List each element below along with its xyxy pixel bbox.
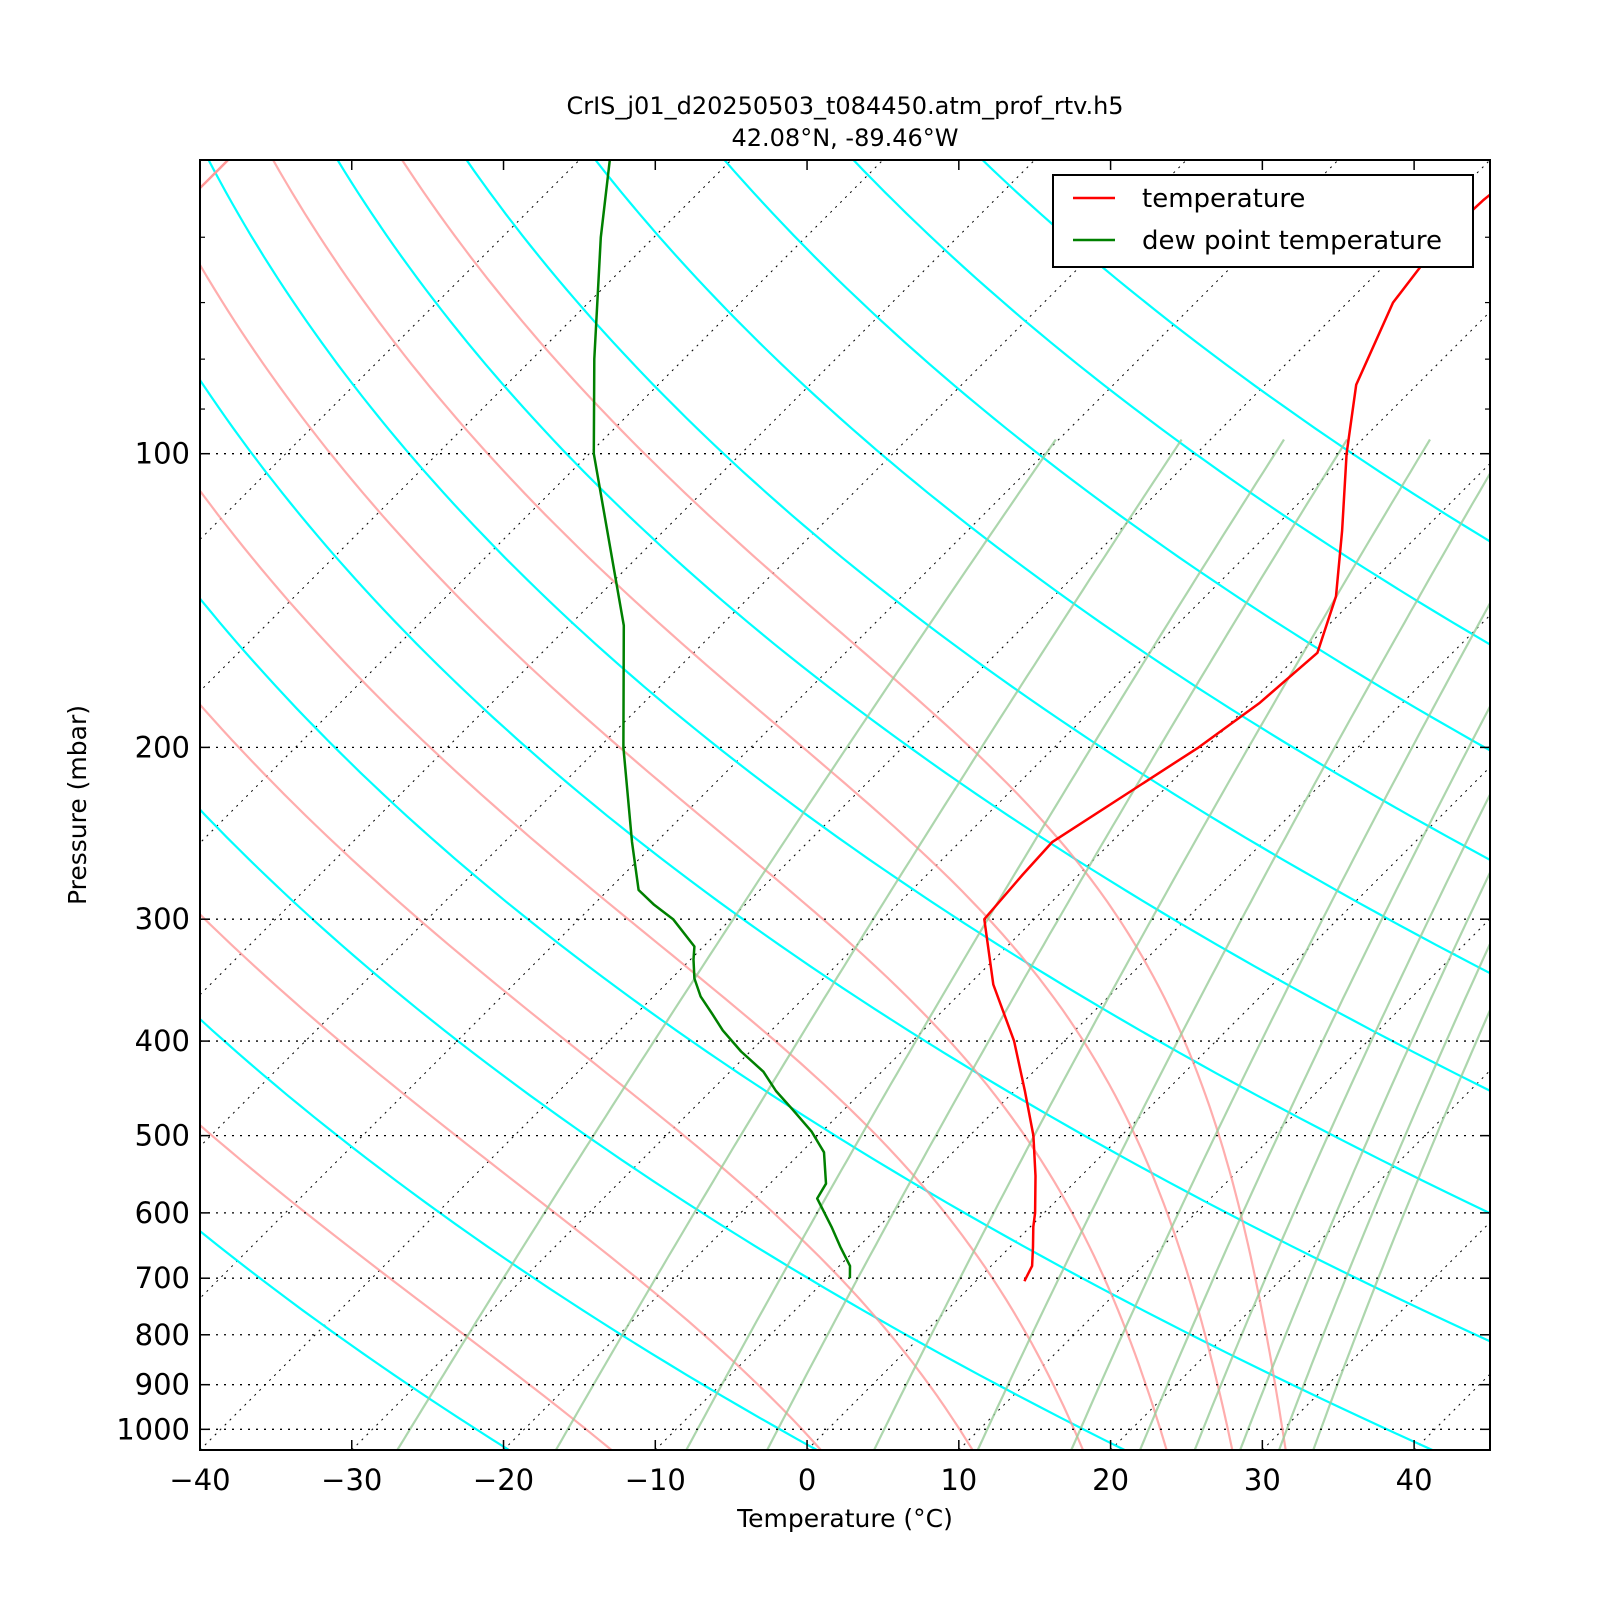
mixing-ratio-line (1239, 870, 1490, 1450)
dry-adiabat-line (207, 160, 1490, 1215)
isotherm-line (1413, 1373, 1490, 1450)
plot-frame (199, 159, 1491, 1451)
y-axis: 100 200 300 400 500 600 700 800 900 1000 (116, 159, 1490, 1446)
dry-adiabat-line (465, 160, 1490, 975)
dry-adiabat-line (200, 596, 1433, 1450)
moist-adiabat-line (401, 160, 1287, 1450)
dry-adiabat-line (336, 160, 1490, 1092)
background-lines (200, 160, 1490, 1450)
legend: temperature dew point temperature (1052, 174, 1474, 268)
mixing-ratio-line (1070, 601, 1490, 1450)
x-tick-label: 20 (1092, 1463, 1129, 1497)
isotherm-line (200, 160, 580, 541)
y-tick-label: 700 (135, 1261, 190, 1295)
legend-label-dew-point: dew point temperature (1142, 226, 1442, 256)
y-tick-label: 300 (135, 902, 190, 936)
y-tick-label: 1000 (116, 1412, 190, 1446)
x-tick-label: 40 (1396, 1463, 1433, 1497)
moist-adiabat-line (272, 160, 1234, 1450)
dry-adiabat-line (200, 378, 1490, 1343)
mixing-ratio-line (766, 438, 1349, 1450)
dry-adiabat-line (723, 160, 1490, 752)
mixing-ratio-line (873, 438, 1431, 1450)
x-axis-label: Temperature (°C) (736, 1504, 953, 1533)
chart-title: CrIS_j01_d20250503_t084450.atm_prof_rtv.… (566, 92, 1123, 120)
legend-label-temperature: temperature (1142, 184, 1305, 214)
x-tick-label: 10 (940, 1463, 977, 1497)
x-axis: −40 −30 −20 −10 0 10 20 30 40 (169, 160, 1433, 1497)
isotherm-line (200, 160, 884, 844)
x-tick-label: −40 (169, 1463, 230, 1497)
mixing-ratio-line (1193, 792, 1490, 1450)
dry-adiabat-line (200, 808, 1126, 1450)
isotherm-line (654, 614, 1490, 1450)
moist-adiabat-line (200, 160, 1085, 1450)
mixing-ratio-line (554, 438, 1183, 1450)
y-tick-label: 100 (135, 437, 190, 471)
mixing-ratio-line (396, 438, 1057, 1450)
y-axis-label: Pressure (mbar) (63, 705, 92, 905)
dry-adiabat-line (594, 160, 1490, 862)
mixing-ratio-line (685, 438, 1285, 1450)
dew-point-line (592, 160, 852, 1279)
y-tick-label: 400 (135, 1024, 190, 1058)
isotherm-line (200, 160, 1187, 1148)
x-tick-label: 30 (1244, 1463, 1281, 1497)
isotherm-line (200, 160, 1339, 1299)
dry-adiabat-line (981, 160, 1490, 543)
y-tick-label: 800 (135, 1318, 190, 1352)
mixing-ratio-line (1138, 704, 1490, 1450)
legend-box (1052, 174, 1474, 268)
isotherm-line (200, 160, 732, 692)
moist-adiabat-line (200, 160, 974, 1450)
isotherm-line (958, 918, 1490, 1450)
y-tick-label: 500 (135, 1119, 190, 1153)
isotherm-line (351, 311, 1490, 1450)
mixing-ratio-line (1278, 941, 1490, 1450)
moist-adiabat-line (200, 160, 1168, 1450)
x-tick-label: −10 (625, 1463, 686, 1497)
y-tick-label: 600 (135, 1196, 190, 1230)
dry-adiabat-line (852, 160, 1490, 646)
temperature-line (983, 193, 1490, 1282)
dry-adiabat-line (200, 1229, 510, 1450)
x-tick-label: 0 (798, 1463, 816, 1497)
dry-adiabat-line (200, 1447, 202, 1450)
isotherm-line (200, 160, 1036, 996)
x-tick-label: −20 (473, 1463, 534, 1497)
mixing-ratio-line (976, 471, 1490, 1450)
moist-adiabat-line (200, 160, 613, 1450)
y-tick-label: 900 (135, 1368, 190, 1402)
dry-adiabat-line (200, 1017, 818, 1450)
isotherm-line (200, 160, 1490, 1450)
x-tick-label: −30 (321, 1463, 382, 1497)
moist-adiabat-line (200, 160, 822, 1450)
data-series (592, 160, 1490, 1282)
isotherm-line (806, 766, 1490, 1450)
chart-subtitle: 42.08°N, -89.46°W (731, 124, 958, 152)
mixing-ratio-line (1312, 1007, 1490, 1450)
y-tick-label: 200 (135, 730, 190, 764)
